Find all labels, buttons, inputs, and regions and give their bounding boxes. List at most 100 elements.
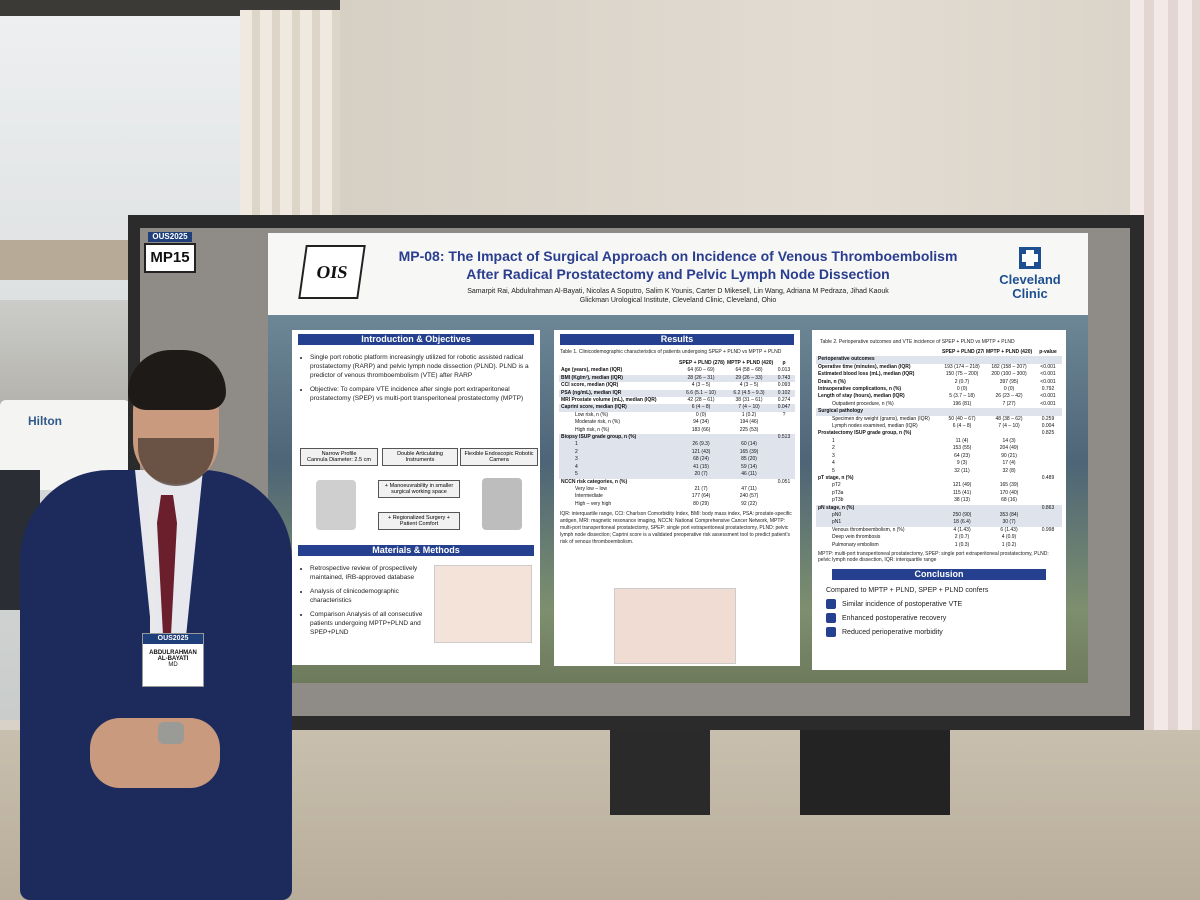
- table-cell: [984, 504, 1034, 512]
- conference-tag: OUS2025: [148, 232, 192, 242]
- table-cell: 38 (31 – 61): [735, 397, 763, 404]
- table-cell: 7 (4 – 10): [998, 423, 1020, 430]
- table-cell: 7 (4 – 10): [725, 404, 773, 412]
- table-cell: Biopsy ISUP grade group, n (%): [559, 434, 677, 442]
- conclusion-body: Compared to MPTP + PLND, SPEP + PLND con…: [826, 584, 1052, 640]
- table-cell: High risk, n (%): [575, 426, 610, 433]
- table-row: pN0 250 (90) 353 (84): [816, 511, 1062, 520]
- table-cell: 26 (23 – 42): [995, 393, 1023, 400]
- table-cell: <0.001: [1040, 393, 1056, 400]
- table-cell: pT3b: [832, 497, 844, 504]
- table-cell: [1034, 519, 1062, 527]
- table1-col-mptp: MPTP + PLND (420): [727, 360, 773, 366]
- conclusion-item-1: Similar incidence of postoperative VTE: [826, 598, 1052, 612]
- table-row: Very low – low 21 (7) 47 (11): [559, 486, 795, 493]
- table-cell: 115 (41): [952, 489, 972, 496]
- table-row: Length of stay (hours), median (IQR) 5 (3…: [816, 393, 1062, 400]
- table-cell: 4: [832, 460, 835, 467]
- table-cell: [940, 356, 984, 364]
- table-cell: 153 (55): [952, 445, 972, 452]
- table-cell: [1034, 356, 1062, 364]
- table-cell: 0.259: [1041, 415, 1055, 422]
- table-cell: 183 (66): [691, 426, 711, 433]
- table-row: PSA (ng/mL), median IQR 6.6 (5.1 – 10) 6.2…: [559, 389, 795, 398]
- table-cell: pN1: [816, 519, 940, 527]
- table-cell: [1034, 445, 1062, 452]
- table-cell: 0.513: [773, 434, 795, 442]
- table-row: Drain, n (%) 2 (0.7) 397 (95) <0.001: [816, 379, 1062, 386]
- methods-bullet-2: Analysis of clinicodemographic character…: [310, 587, 430, 605]
- brand-line-1: Cleveland: [999, 272, 1061, 287]
- anatomy-illustration-icon: [434, 565, 532, 643]
- table-cell: [984, 408, 1034, 416]
- table-cell: 29 (26 – 33): [725, 374, 773, 383]
- table-cell: 1 (0.2): [1001, 541, 1017, 548]
- table-cell: 0 (0): [956, 386, 968, 393]
- table-cell: 68 (16): [1001, 497, 1017, 504]
- table-cell: 5: [559, 471, 677, 479]
- table-row: pN stage, n (%) 0.863: [816, 504, 1062, 512]
- badge-third-line: MD: [168, 662, 178, 668]
- thumbs-up-icon: [826, 627, 836, 638]
- person-tie: [157, 495, 177, 635]
- table-cell: [677, 434, 725, 442]
- table-cell: 4 (3 – 5): [739, 382, 759, 389]
- table-cell: 46 (11): [725, 471, 773, 479]
- table-cell: Specimen dry weight (grams), median (IQR…: [832, 415, 930, 422]
- table-cell: 193 (174 – 218): [944, 363, 980, 370]
- table1-col-p: p: [782, 360, 786, 366]
- person-hair: [128, 350, 226, 410]
- table-cell: 194 (46): [739, 419, 759, 426]
- table-cell: 32 (8): [1002, 467, 1016, 474]
- table-cell: PSA (ng/mL), median IQR: [559, 389, 677, 398]
- person-hands: [90, 718, 220, 788]
- table-cell: 64 (60 – 69): [687, 367, 715, 374]
- table-cell: Lymph nodes examined, median (IQR): [832, 423, 918, 430]
- table-cell: 3: [559, 456, 677, 464]
- table-cell: <0.001: [1040, 378, 1056, 385]
- table-cell: [677, 479, 725, 486]
- table-cell: Very low – low: [575, 485, 607, 492]
- table-row: pT3a 115 (41) 170 (40): [816, 490, 1062, 497]
- table-cell: CCI score, median (IQR): [561, 382, 619, 389]
- table-cell: NCCN risk categories, n (%): [561, 478, 628, 485]
- table-cell: 28 (26 – 31): [677, 374, 725, 383]
- table-cell: 150 (75 – 200): [945, 371, 979, 378]
- table-cell: Surgical pathology: [816, 408, 940, 416]
- table-cell: 1: [559, 441, 677, 449]
- table-cell: pT2: [832, 482, 841, 489]
- table-cell: 6.6 (5.1 – 10): [677, 389, 725, 398]
- thumbs-up-icon: [826, 599, 836, 610]
- wristwatch: [158, 722, 184, 744]
- conclusion-item-3: Reduced perioperative morbidity: [826, 626, 1052, 640]
- table-row: Estimated blood loss (mL), median (IQR) 1…: [816, 371, 1062, 378]
- poster-institute: Glickman Urological Institute, Cleveland…: [579, 297, 777, 304]
- table1: SPEP + PLND (278) MPTP + PLND (420) p Ag…: [559, 360, 795, 508]
- table-row: 3 64 (23) 90 (21): [816, 453, 1062, 460]
- table-cell: 0.792: [1041, 386, 1055, 393]
- table-cell: 2: [832, 445, 835, 452]
- poster-authors: Samarpit Rai, Abdulrahman Al-Bayati, Nic…: [467, 288, 889, 295]
- table-cell: 5 (3.7 – 18): [949, 393, 975, 400]
- table-cell: 6 (4 – 8): [677, 404, 725, 412]
- table-cell: Intraoperative complications, n (%): [818, 386, 902, 393]
- table-cell: 2: [559, 448, 677, 457]
- table-cell: 0 (0): [695, 411, 707, 418]
- table-cell: [1034, 408, 1062, 416]
- table-cell: 80 (29): [693, 500, 709, 507]
- table-cell: [1034, 482, 1062, 489]
- cannula-diameter: Cannula Diameter: 2.5 cm: [307, 457, 371, 463]
- table-cell: 0.489: [1041, 474, 1055, 481]
- table-row: pT stage, n (%) 0.489: [816, 475, 1062, 482]
- table-cell: Drain, n (%): [818, 378, 846, 385]
- methods-bullet-1: Retrospective review of prospectively ma…: [310, 564, 430, 582]
- table-cell: 1 (0.3): [954, 541, 970, 548]
- table-cell: Deep vein thrombosis: [832, 534, 881, 541]
- table2-col-mptp: MPTP + PLND (420): [986, 349, 1033, 355]
- robot-illustration-icon: [316, 480, 356, 530]
- table-row: Caprini score, median (IQR) 6 (4 – 8) 7 (4…: [559, 404, 795, 412]
- methods-header: Materials & Methods: [298, 545, 534, 556]
- table-cell: [773, 493, 795, 500]
- table-cell: 6 (4 – 8): [952, 423, 972, 430]
- table-cell: 240 (57): [739, 493, 759, 500]
